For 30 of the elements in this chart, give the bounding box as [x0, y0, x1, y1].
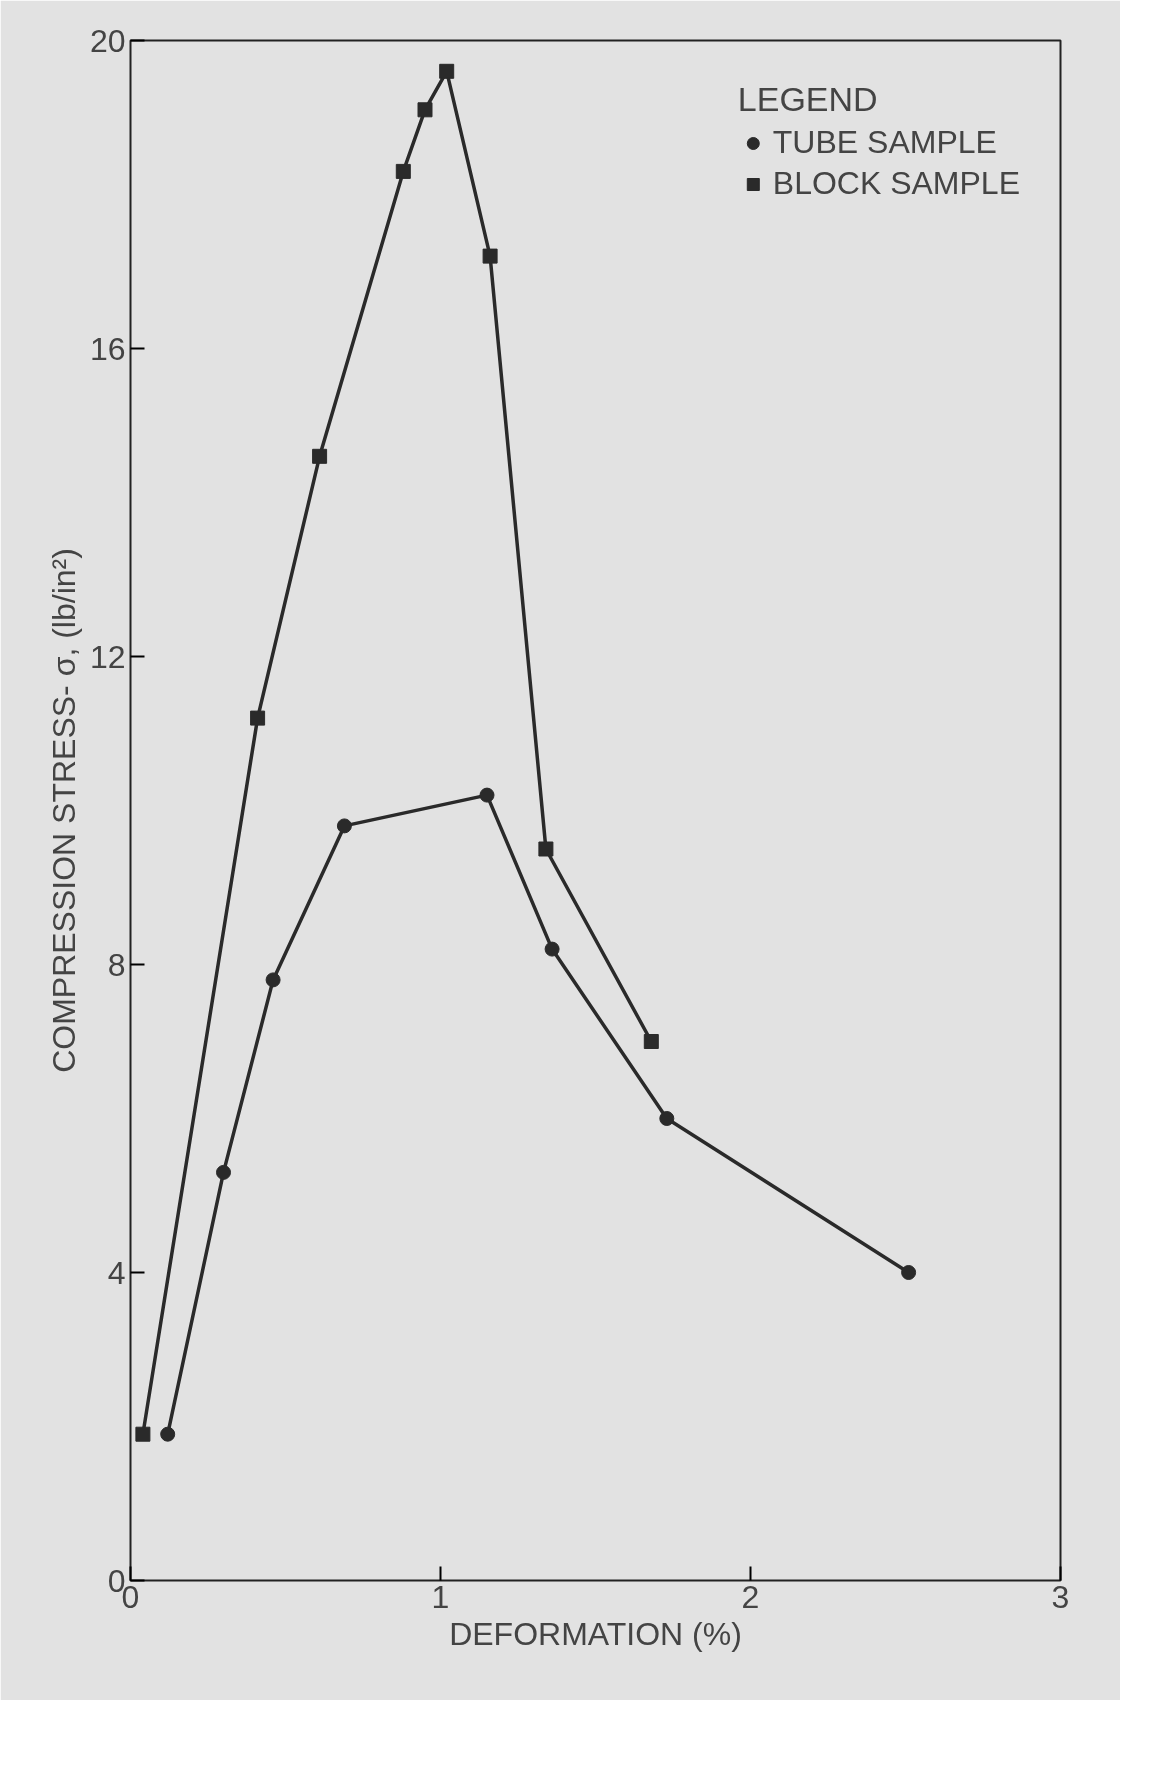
- point: [312, 448, 328, 464]
- point: [265, 972, 281, 988]
- y-tick-label: 8: [107, 946, 126, 983]
- x-tick-label: 2: [741, 1578, 760, 1615]
- legend-label: TUBE SAMPLE: [772, 124, 997, 161]
- point: [417, 102, 433, 118]
- y-tick-label: 4: [107, 1254, 126, 1291]
- point: [160, 1426, 176, 1442]
- y-tick-label: 12: [89, 638, 126, 675]
- point: [901, 1265, 917, 1280]
- y-axis-title: COMPRESSION STRESS- σ, (lb/in²): [45, 548, 82, 1073]
- point: [659, 1111, 675, 1126]
- x-tick-label: 1: [431, 1578, 450, 1615]
- point: [395, 163, 411, 179]
- x-axis-title: DEFORMATION (%): [449, 1615, 742, 1652]
- legend-title: LEGEND: [737, 80, 879, 119]
- point: [336, 818, 352, 834]
- point: [482, 248, 498, 264]
- point: [544, 941, 560, 957]
- y-tick-label: 16: [89, 330, 126, 367]
- x-tick-label: 3: [1051, 1578, 1070, 1615]
- point: [479, 787, 495, 803]
- point: [216, 1164, 231, 1180]
- point: [439, 63, 455, 79]
- point: [135, 1426, 151, 1442]
- point: [250, 710, 266, 726]
- point: [538, 841, 554, 857]
- legend-label: BLOCK SAMPLE: [772, 165, 1020, 202]
- y-tick-label: 20: [89, 22, 126, 59]
- point: [643, 1034, 659, 1049]
